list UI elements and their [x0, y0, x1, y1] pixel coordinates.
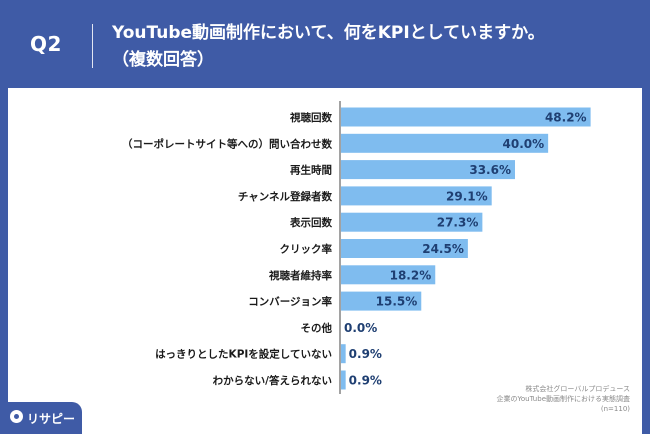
- value-label: 0.9%: [349, 347, 382, 361]
- category-label: わからない/答えられない: [213, 374, 332, 387]
- header: Q2 YouTube動画制作において、何をKPIとしていますか。 （複数回答）: [0, 0, 650, 88]
- category-label: クリック率: [280, 243, 333, 256]
- bar: [341, 212, 483, 232]
- value-label: 48.2%: [545, 111, 587, 125]
- bar-chart: 視聴回数 48.2% （コーポレートサイト等への）問い合わせ数 40.0% 再生時間 33…: [122, 101, 591, 394]
- category-label: 再生時間: [290, 164, 332, 177]
- source-note: 株式会社グローバルプロデュース 企業のYouTube動画制作における実態調査 (…: [370, 384, 630, 414]
- source-company: 株式会社グローバルプロデュース: [525, 385, 630, 393]
- category-label: コンバージョン率: [248, 295, 332, 308]
- bar: [341, 291, 422, 311]
- value-label: 0.9%: [349, 374, 382, 388]
- value-label: 33.6%: [469, 163, 511, 177]
- bar: [341, 186, 492, 206]
- category-label: 視聴者維持率: [268, 269, 332, 282]
- brand-name: リサピー: [27, 412, 76, 426]
- source-survey: 企業のYouTube動画制作における実態調査: [496, 395, 630, 403]
- bar: [341, 133, 549, 153]
- category-label: （コーポレートサイト等への）問い合わせ数: [122, 137, 332, 150]
- bar: [341, 344, 346, 364]
- header-divider: [92, 24, 93, 68]
- value-label: 24.5%: [422, 242, 464, 256]
- bar: [341, 370, 346, 390]
- brand-logo: リサピー: [0, 402, 82, 434]
- value-label: 0.0%: [344, 321, 377, 335]
- source-sample-size: (n=110): [600, 405, 630, 413]
- category-label: 表示回数: [289, 216, 332, 229]
- value-label: 27.3%: [437, 216, 479, 230]
- value-label: 29.1%: [446, 189, 488, 203]
- value-label: 40.0%: [503, 137, 545, 151]
- bar: [341, 107, 591, 127]
- category-label: はっきりとしたKPIを設定していない: [155, 348, 332, 361]
- bar: [341, 239, 468, 258]
- category-label: 視聴回数: [289, 111, 332, 124]
- value-label: 15.5%: [376, 295, 418, 309]
- title-line-1: YouTube動画制作において、何をKPIとしていますか。: [112, 23, 545, 43]
- category-label: その他: [301, 321, 333, 334]
- question-label: Q2: [30, 32, 62, 56]
- title-line-2: （複数回答）: [112, 50, 214, 70]
- chart-card: 視聴回数 48.2% （コーポレートサイト等への）問い合わせ数 40.0% 再生時間 33…: [8, 88, 642, 434]
- pin-icon: [10, 410, 23, 423]
- page-title: YouTube動画制作において、何をKPIとしていますか。 （複数回答）: [112, 20, 632, 74]
- category-label: チャンネル登録者数: [238, 190, 333, 203]
- value-label: 18.2%: [390, 268, 432, 282]
- bar: [341, 160, 515, 180]
- bar: [341, 265, 436, 285]
